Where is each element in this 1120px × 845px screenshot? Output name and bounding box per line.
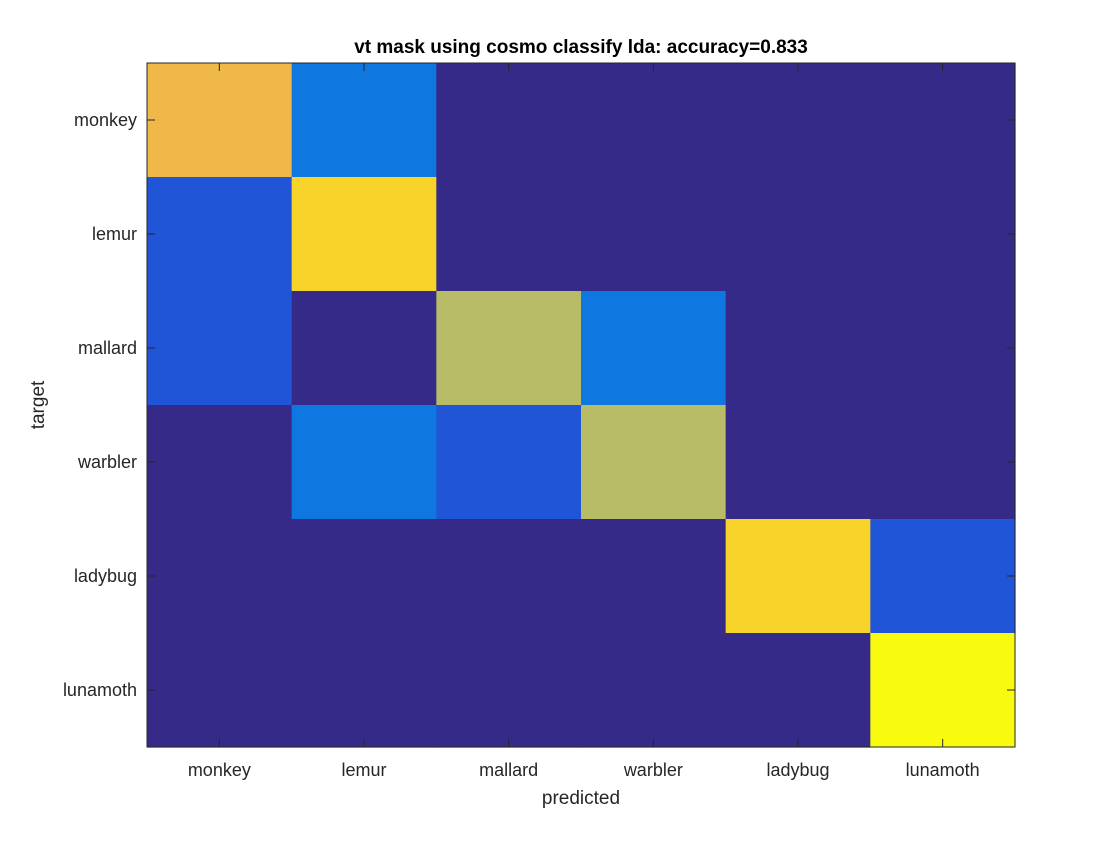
plot-frame (146, 62, 1016, 748)
x-axis-label: predicted (542, 788, 620, 809)
heatmap-cell (581, 63, 727, 178)
y-tick-label: warbler (77, 452, 137, 472)
heatmap-cell (147, 405, 293, 520)
heatmap-cell (581, 405, 727, 520)
x-tick-label: monkey (188, 760, 251, 780)
heatmap-cell (725, 633, 871, 748)
heatmap-cell (581, 177, 727, 292)
heatmap-cell (436, 405, 582, 520)
y-tick-label: mallard (78, 338, 137, 358)
heatmap-cell (291, 291, 437, 406)
heatmap-cell (725, 405, 871, 520)
y-axis-label: target (28, 380, 49, 429)
x-tick-label: ladybug (766, 760, 829, 780)
heatmap-cell (436, 63, 582, 178)
heatmap-cell (725, 519, 871, 634)
heatmap-cell (725, 177, 871, 292)
y-tick-label: lunamoth (63, 680, 137, 700)
x-tick-label: mallard (479, 760, 538, 780)
heatmap-cell (870, 519, 1016, 634)
x-tick-label: lunamoth (906, 760, 980, 780)
heatmap-cell (147, 519, 293, 634)
heatmap-cell (581, 519, 727, 634)
heatmap-cell (725, 291, 871, 406)
heatmap-cell (436, 291, 582, 406)
heatmap-cell (436, 519, 582, 634)
y-tick-label: ladybug (74, 566, 137, 586)
heatmap-cell (147, 177, 293, 292)
heatmap-cell (436, 177, 582, 292)
heatmap-cell (291, 63, 437, 178)
heatmap-cell (581, 291, 727, 406)
heatmap-cell (147, 291, 293, 406)
y-tick-label: lemur (92, 224, 137, 244)
y-tick-label: monkey (74, 110, 137, 130)
heatmap-cell (291, 405, 437, 520)
x-tick-label: lemur (341, 760, 386, 780)
x-tick-labels: monkey lemur mallard warbler ladybug lunamoth (188, 760, 980, 780)
heatmap-cell (147, 633, 293, 748)
heatmap-cells (147, 63, 1016, 748)
heatmap-cell (291, 177, 437, 292)
heatmap-cell (725, 63, 871, 178)
heatmap-cell (291, 633, 437, 748)
heatmap-cell (581, 633, 727, 748)
heatmap-cell (436, 633, 582, 748)
heatmap-cell (870, 177, 1016, 292)
tick-marks (147, 63, 1015, 747)
x-tick-label: warbler (623, 760, 683, 780)
heatmap-cell (870, 405, 1016, 520)
y-tick-labels: monkey lemur mallard warbler ladybug lunamoth (63, 110, 137, 700)
chart-title: vt mask using cosmo classify lda: accura… (354, 37, 808, 58)
heatmap-cell (147, 63, 293, 178)
heatmap-cell (870, 63, 1016, 178)
heatmap-cell (870, 633, 1016, 748)
heatmap-cell (870, 291, 1016, 406)
heatmap-cell (291, 519, 437, 634)
